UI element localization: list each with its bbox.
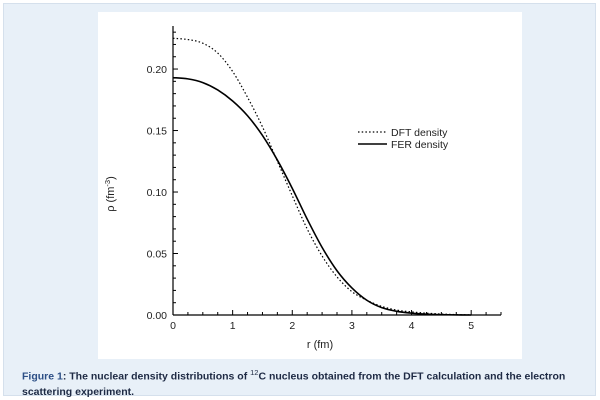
density-chart: 0.00 0.05 0.10 0.15 0.20 0 1 2 3 4 5 r (fm) ρ (fm…: [103, 26, 502, 351]
y-axis-title: ρ (fm-3): [103, 176, 117, 212]
x-tick-labels: 0 1 2 3 4 5: [170, 320, 474, 332]
figure-caption: Figure 1: The nuclear density distributi…: [22, 365, 587, 400]
dft-density-line: [172, 37, 472, 316]
y-axis-title-exponent: -3: [103, 180, 112, 187]
fer-density-line: [172, 76, 472, 316]
x-tick-label: 0: [170, 320, 176, 332]
y-tick-label: 0.00: [147, 310, 168, 322]
y-tick-label: 0.10: [147, 187, 168, 199]
x-tick-label: 5: [468, 320, 474, 332]
legend: DFT density FER density: [358, 127, 449, 151]
x-tick-label: 3: [349, 320, 355, 332]
caption-figure-label: Figure 1: [22, 370, 63, 383]
caption-text-after: C nucleus obtained from the DFT calculat…: [22, 370, 566, 398]
caption-isotope-mass: 12: [250, 368, 259, 377]
y-axis-title-main: ρ (fm: [105, 187, 117, 212]
x-tick-label: 4: [409, 320, 415, 332]
y-tick-label: 0.15: [147, 126, 168, 138]
caption-text-before: : The nuclear density distributions of: [62, 370, 251, 383]
y-tick-label: 0.20: [147, 64, 168, 76]
y-axis-title-close: ): [105, 176, 117, 180]
legend-label-fer: FER density: [391, 139, 449, 151]
y-tick-label: 0.05: [147, 249, 168, 261]
x-tick-label: 2: [289, 320, 295, 332]
series-lines: [172, 37, 472, 316]
legend-label-dft: DFT density: [391, 127, 448, 139]
y-tick-labels: 0.00 0.05 0.10 0.15 0.20: [147, 64, 168, 322]
x-axis-title: r (fm): [307, 339, 333, 351]
x-tick-label: 1: [230, 320, 236, 332]
plot-area: 0.00 0.05 0.10 0.15 0.20 0 1 2 3 4 5 r (fm) ρ (fm…: [98, 12, 522, 359]
